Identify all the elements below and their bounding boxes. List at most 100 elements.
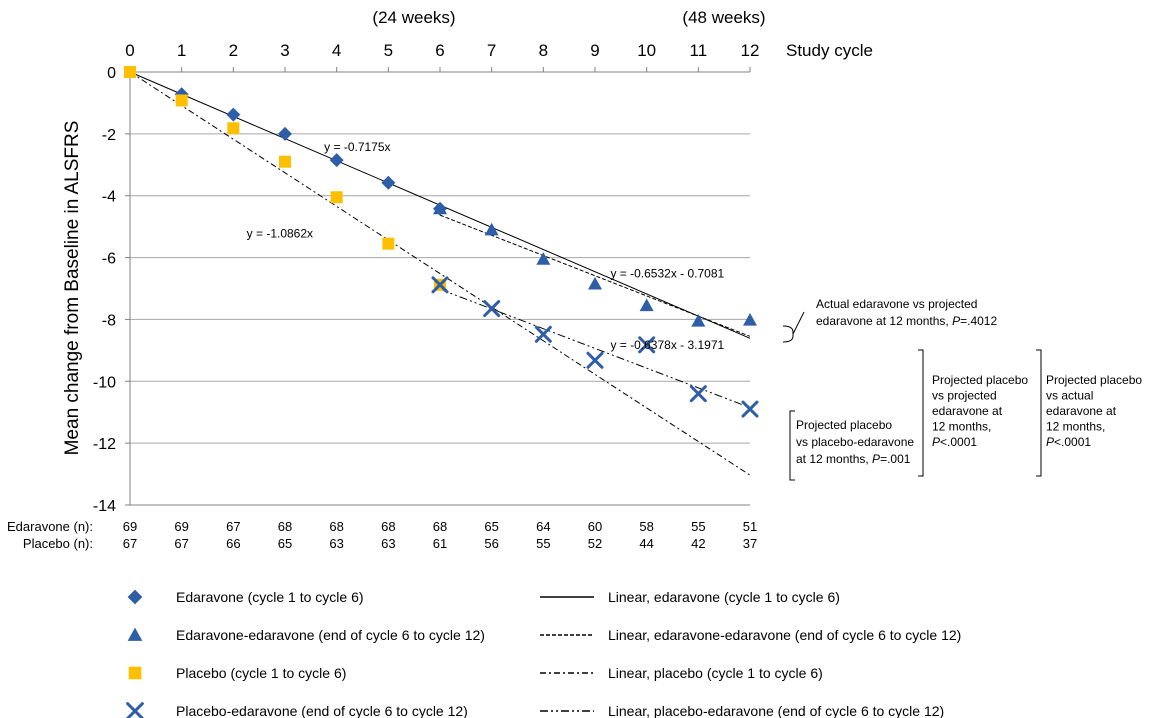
- data-point-diamond: [329, 153, 344, 168]
- n-value: 69: [174, 519, 188, 534]
- data-point-triangle: [433, 201, 447, 215]
- x-tick-label: 7: [487, 41, 496, 60]
- data-point-square: [279, 155, 291, 168]
- data-point-square: [227, 122, 240, 135]
- y-tick-label: -4: [102, 189, 116, 206]
- x-tick-label: 6: [435, 41, 444, 60]
- legend-label: Linear, placebo-edaravone (end of cycle …: [608, 703, 944, 718]
- legend-label: Edaravone (cycle 1 to cycle 6): [176, 589, 364, 605]
- data-point-triangle: [536, 252, 551, 265]
- annotation-text: Projected placebo: [796, 418, 892, 432]
- trendline-equation: y = -0.6532x - 0.7081: [610, 267, 724, 281]
- bracket: [1036, 349, 1042, 477]
- x-tick-label: 1: [177, 41, 186, 60]
- n-value: 64: [536, 519, 550, 534]
- annotation-text: Actual edaravone vs projected: [816, 297, 977, 311]
- y-tick-label: -6: [102, 251, 116, 268]
- data-point-square: [382, 237, 395, 250]
- data-point-x: [586, 351, 604, 369]
- data-point-square: [124, 66, 136, 78]
- week-label: (48 weeks): [682, 8, 765, 27]
- n-value: 69: [123, 519, 137, 534]
- data-point-triangle: [639, 298, 654, 312]
- data-point-square: [175, 94, 188, 107]
- legend: Edaravone (cycle 1 to cycle 6) Edaravone-…: [126, 589, 961, 718]
- n-value: 68: [381, 519, 395, 534]
- x-tick-label: 11: [690, 41, 708, 60]
- n-value: 68: [433, 519, 447, 534]
- legend-label: Edaravone-edaravone (end of cycle 6 to c…: [176, 627, 485, 643]
- data-points: [124, 66, 759, 418]
- annotation-text: 12 months,: [1046, 420, 1105, 434]
- legend-label: Linear, edaravone (cycle 1 to cycle 6): [608, 589, 840, 605]
- annotation-text: edaravone at: [932, 404, 1003, 418]
- x-tick-label: 3: [280, 41, 289, 60]
- data-point-triangle: [743, 313, 757, 326]
- n-value: 44: [639, 536, 653, 551]
- data-point-x: [534, 325, 552, 343]
- data-point-square: [128, 666, 142, 680]
- y-tick-label: -12: [93, 436, 116, 453]
- x-tick-label: 12: [741, 41, 760, 60]
- data-point-diamond: [127, 589, 143, 605]
- n-value: 60: [588, 519, 602, 534]
- n-value: 61: [433, 536, 447, 551]
- data-point-diamond: [381, 175, 396, 190]
- chart-labels: y = -0.7175x y = -1.0862x y = -0.6532x - 0…: [247, 140, 725, 352]
- trendline-equation: y = -1.0862x: [247, 226, 313, 240]
- n-value: 56: [484, 536, 498, 551]
- n-value: 67: [226, 519, 240, 534]
- n-value: 63: [329, 536, 343, 551]
- trendline-equation: y = -0.6378x - 3.1971: [610, 338, 724, 352]
- data-point-triangle: [127, 627, 143, 641]
- x-tick-label: 2: [229, 41, 238, 60]
- bracket: [789, 410, 795, 481]
- annotation-text: edaravone at 12 months, P=.4012: [816, 314, 997, 328]
- x-tick-label: 9: [590, 41, 599, 60]
- annotation-text: Projected placebo: [1046, 373, 1142, 387]
- n-value: 51: [743, 519, 757, 534]
- data-point-diamond: [278, 126, 292, 141]
- x-tick-label: 10: [637, 41, 656, 60]
- axes: 0-2-4-6-8-10-12-140 1 2 3 4 5 6 7 8 9 10 11 12 Study …: [62, 8, 873, 515]
- n-value: 65: [278, 536, 292, 551]
- n-value: 65: [484, 519, 498, 534]
- annotation-text: edaravone at: [1046, 404, 1117, 418]
- bracket: [918, 349, 924, 477]
- y-tick-label: -14: [93, 498, 116, 515]
- n-value: 67: [174, 536, 188, 551]
- legend-label: Linear, edaravone-edaravone (end of cycl…: [608, 627, 961, 643]
- bracket-leader: [792, 311, 805, 335]
- trendline-equation: y = -0.7175x: [324, 140, 390, 154]
- x-axis-label: Study cycle: [786, 41, 873, 60]
- x-tick-label: 4: [332, 41, 341, 60]
- n-value: 42: [691, 536, 705, 551]
- y-axis-label: Mean change from Baseline in ALSFRS: [62, 121, 83, 456]
- annotation-text: vs actual: [1046, 389, 1093, 403]
- data-point-x: [431, 276, 449, 294]
- n-row-label: Edaravone (n):: [7, 519, 93, 534]
- n-value: 68: [329, 519, 343, 534]
- annotation-text: Projected placebo: [932, 373, 1028, 387]
- legend-label: Placebo (cycle 1 to cycle 6): [176, 665, 346, 681]
- x-tick-label: 0: [125, 41, 134, 60]
- trend-line: [129, 71, 751, 476]
- bracket: [782, 325, 794, 343]
- data-point-x: [483, 300, 501, 318]
- annotation-text: vs placebo-edaravone: [796, 435, 914, 449]
- n-value: 67: [123, 536, 137, 551]
- x-tick-label: 8: [539, 41, 548, 60]
- n-value: 37: [743, 536, 757, 551]
- week-label: (24 weeks): [372, 8, 455, 27]
- n-value: 55: [536, 536, 550, 551]
- trend-line: [439, 288, 751, 409]
- data-point-diamond: [226, 107, 241, 122]
- data-point-triangle: [691, 313, 706, 327]
- n-value: 58: [639, 519, 653, 534]
- y-tick-label: -2: [102, 127, 116, 144]
- annotation-text: P<.0001: [1046, 435, 1091, 449]
- grid-lines: [130, 133, 750, 444]
- data-point-square: [330, 191, 343, 204]
- n-table: Edaravone (n): 69 69 67 68 68 68 68 65 64 60 58 55 51…: [7, 519, 757, 551]
- annotation-text: P<.0001: [932, 435, 977, 449]
